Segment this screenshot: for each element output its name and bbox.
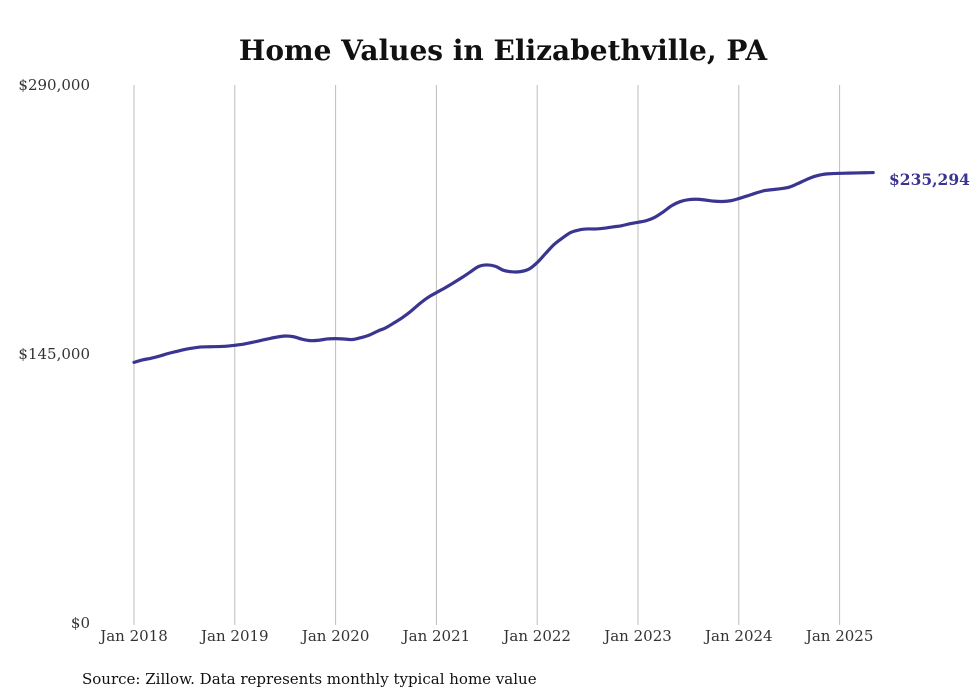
y-tick-label: $290,000 [18,76,90,94]
x-tick-label: Jan 2025 [804,627,874,645]
vertical-gridlines [133,85,841,625]
home-value-series-line [132,170,875,364]
x-tick-label: Jan 2024 [703,627,773,645]
chart-title: Home Values in Elizabethville, PA [239,34,769,67]
x-tick-label: Jan 2020 [300,627,370,645]
x-tick-label: Jan 2021 [401,627,471,645]
latest-value-label: $235,294 [889,170,970,189]
source-note: Source: Zillow. Data represents monthly … [82,670,537,688]
x-tick-label: Jan 2019 [199,627,269,645]
x-tick-label: Jan 2023 [602,627,672,645]
x-tick-label: Jan 2018 [98,627,168,645]
y-axis-tick-labels: $0 $145,000 $290,000 [18,76,90,632]
x-axis-tick-labels: Jan 2018 Jan 2019 Jan 2020 Jan 2021 Jan 2022… [98,627,873,645]
y-tick-label: $145,000 [18,345,90,363]
y-tick-label: $0 [71,614,90,632]
x-tick-label: Jan 2022 [501,627,571,645]
